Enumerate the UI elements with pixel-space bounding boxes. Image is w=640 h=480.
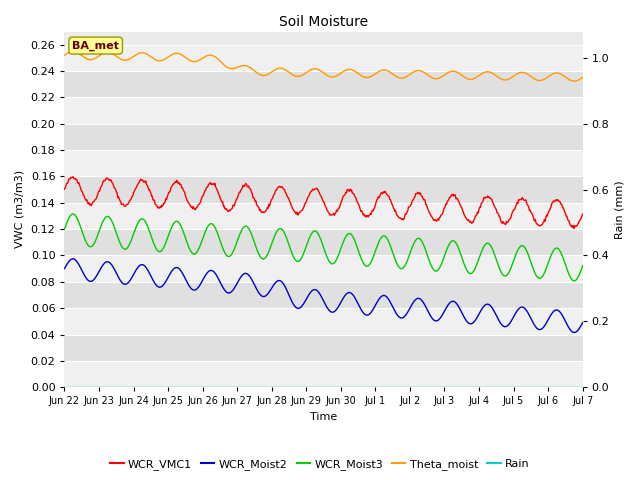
Bar <box>65 177 582 203</box>
Bar <box>65 335 582 361</box>
Bar <box>65 124 582 150</box>
Bar <box>65 45 582 71</box>
Bar <box>65 97 582 124</box>
Text: BA_met: BA_met <box>72 40 119 51</box>
Bar <box>65 71 582 97</box>
Y-axis label: VWC (m3/m3): VWC (m3/m3) <box>15 170 25 249</box>
Title: Soil Moisture: Soil Moisture <box>279 15 368 29</box>
Bar <box>65 255 582 282</box>
Bar <box>65 150 582 177</box>
Y-axis label: Rain (mm): Rain (mm) <box>615 180 625 239</box>
X-axis label: Time: Time <box>310 412 337 422</box>
Bar <box>65 308 582 335</box>
Bar <box>65 361 582 387</box>
Bar <box>65 282 582 308</box>
Legend: WCR_VMC1, WCR_Moist2, WCR_Moist3, Theta_moist, Rain: WCR_VMC1, WCR_Moist2, WCR_Moist3, Theta_… <box>106 455 534 474</box>
Bar <box>65 229 582 255</box>
Bar <box>65 203 582 229</box>
